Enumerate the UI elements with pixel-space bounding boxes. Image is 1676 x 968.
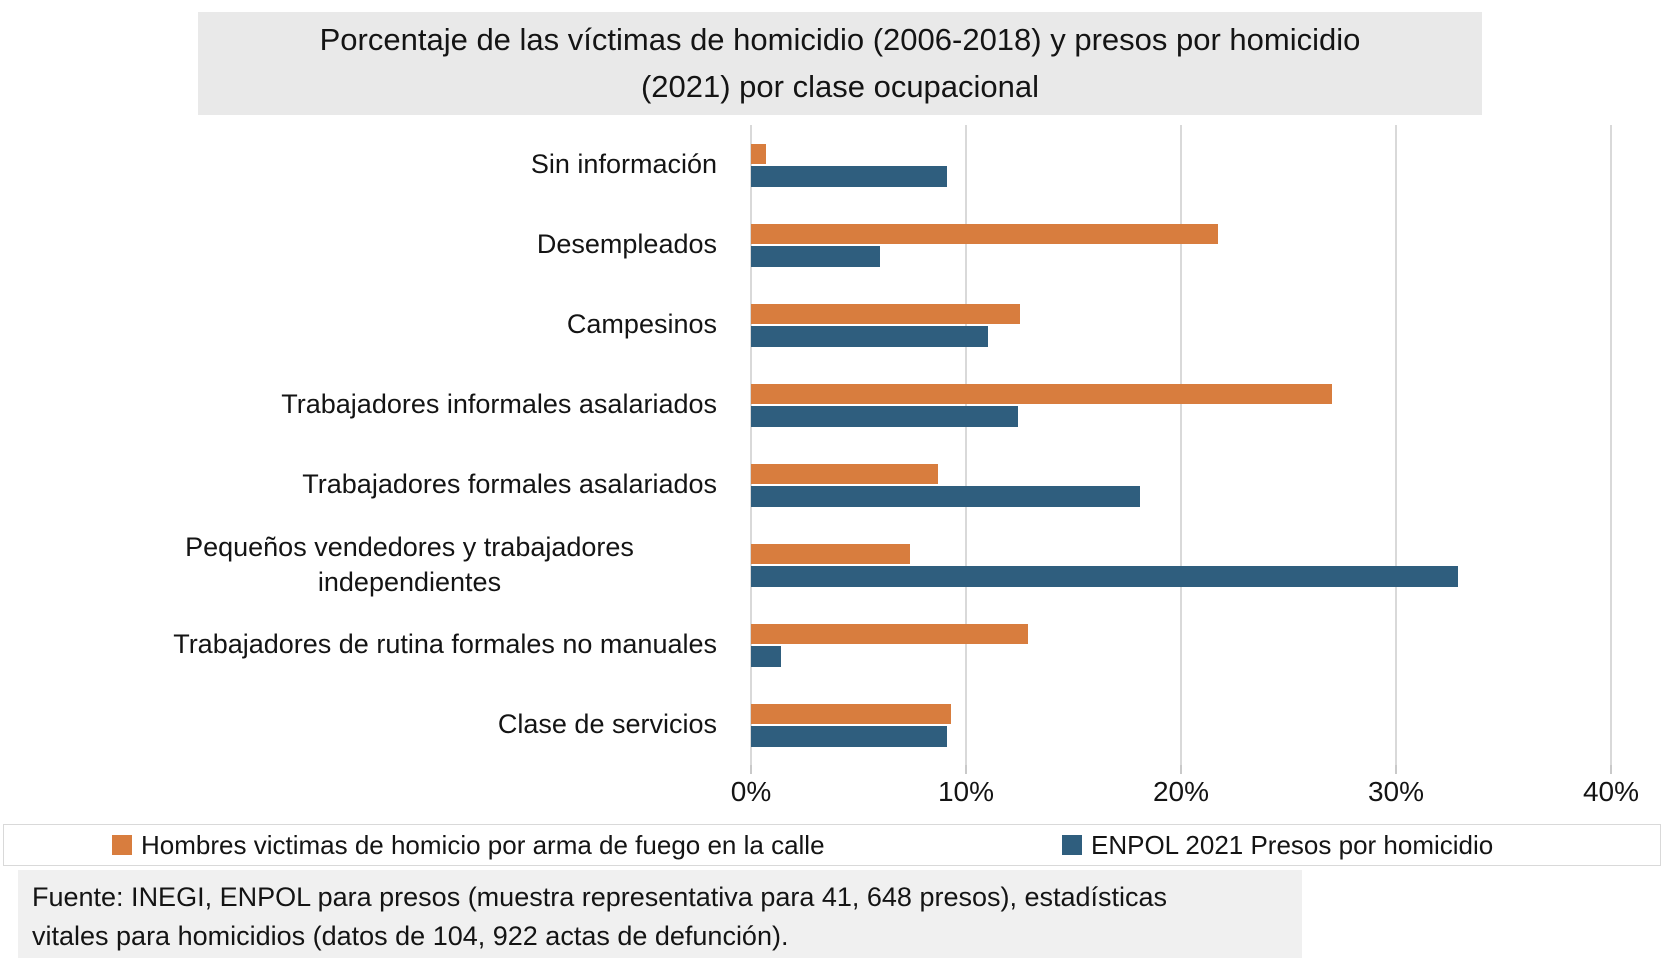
category-row bbox=[751, 205, 1611, 285]
bar-victims bbox=[751, 224, 1218, 244]
category-label-row: Pequeños vendedores y trabajadores indep… bbox=[0, 525, 717, 605]
bar-prisoners bbox=[751, 246, 880, 267]
bar-prisoners bbox=[751, 646, 782, 667]
bars-layer bbox=[751, 125, 1611, 765]
gridline bbox=[1395, 125, 1397, 765]
legend-item-victims: Hombres victimas de homicio por arma de … bbox=[112, 825, 825, 865]
gridline bbox=[1610, 125, 1612, 765]
axis-tick bbox=[1395, 765, 1397, 774]
category-label-row: Clase de servicios bbox=[0, 685, 717, 765]
source-note-line-2: vitales para homicidios (datos de 104, 9… bbox=[32, 921, 789, 952]
bar-victims bbox=[751, 304, 1020, 324]
bar-prisoners bbox=[751, 326, 988, 347]
bar-victims bbox=[751, 384, 1332, 404]
x-tick-label: 40% bbox=[1582, 776, 1640, 807]
x-axis: 0% 10% 20% 30% 40% bbox=[731, 776, 1639, 810]
x-tick-label: 20% bbox=[1152, 776, 1210, 807]
bar-victims bbox=[751, 704, 951, 724]
source-note: Fuente: INEGI, ENPOL para presos (muestr… bbox=[18, 870, 1302, 958]
category-row bbox=[751, 365, 1611, 445]
bar-prisoners bbox=[751, 486, 1141, 507]
category-row bbox=[751, 605, 1611, 685]
bar-prisoners bbox=[751, 406, 1018, 427]
x-tick-label: 30% bbox=[1367, 776, 1425, 807]
category-row bbox=[751, 125, 1611, 205]
source-note-line-1: Fuente: INEGI, ENPOL para presos (muestr… bbox=[32, 882, 1168, 912]
chart-title-line-2: (2021) por clase ocupacional bbox=[640, 68, 1040, 104]
category-label-row: Campesinos bbox=[0, 285, 717, 365]
bar-prisoners bbox=[751, 566, 1459, 587]
bar-prisoners bbox=[751, 166, 947, 187]
bar-victims bbox=[751, 144, 767, 164]
category-axis: Sin información Desempleados Campesinos Tra… bbox=[0, 125, 717, 765]
category-label: Pequeños vendedores y trabajadores indep… bbox=[185, 531, 634, 597]
category-label: Trabajadores de rutina formales no manua… bbox=[173, 629, 717, 660]
legend-label-prisoners: ENPOL 2021 Presos por homicidio bbox=[1091, 829, 1494, 860]
category-label-row: Trabajadores informales asalariados bbox=[0, 365, 717, 445]
bar-victims bbox=[751, 544, 911, 564]
category-label-row: Trabajadores de rutina formales no manua… bbox=[0, 605, 717, 685]
chart-title-line-1: Porcentaje de las víctimas de homicidio … bbox=[319, 22, 1361, 57]
legend: Hombres victimas de homicio por arma de … bbox=[3, 824, 1661, 866]
axis-tick bbox=[1610, 765, 1612, 774]
plot-area bbox=[750, 125, 1612, 774]
category-row bbox=[751, 685, 1611, 765]
axis-tick bbox=[1180, 765, 1182, 774]
category-label: Clase de servicios bbox=[497, 709, 717, 740]
category-row bbox=[751, 445, 1611, 525]
legend-swatch-prisoners-icon bbox=[1062, 835, 1082, 855]
category-row bbox=[751, 525, 1611, 605]
gridline bbox=[965, 125, 967, 765]
bar-prisoners bbox=[751, 726, 947, 747]
category-label: Sin información bbox=[530, 149, 717, 180]
chart-title: Porcentaje de las víctimas de homicidio … bbox=[198, 12, 1482, 115]
bar-victims bbox=[751, 464, 939, 484]
category-label-row: Trabajadores formales asalariados bbox=[0, 445, 717, 525]
legend-swatch-victims-icon bbox=[112, 835, 132, 855]
legend-label-victims: Hombres victimas de homicio por arma de … bbox=[141, 829, 825, 860]
category-label: Trabajadores informales asalariados bbox=[281, 389, 717, 420]
axis-tick bbox=[965, 765, 967, 774]
axis-tick bbox=[750, 765, 752, 774]
legend-item-prisoners: ENPOL 2021 Presos por homicidio bbox=[1062, 825, 1493, 865]
x-tick-label: 10% bbox=[937, 776, 995, 807]
category-label: Trabajadores formales asalariados bbox=[302, 469, 717, 500]
bar-victims bbox=[751, 624, 1029, 644]
x-tick-label: 0% bbox=[730, 776, 772, 807]
category-row bbox=[751, 285, 1611, 365]
category-label-row: Desempleados bbox=[0, 205, 717, 285]
gridline bbox=[750, 125, 752, 765]
gridline bbox=[1180, 125, 1182, 765]
category-label: Campesinos bbox=[566, 309, 717, 340]
category-label-row: Sin información bbox=[0, 125, 717, 205]
category-label: Desempleados bbox=[536, 229, 717, 260]
